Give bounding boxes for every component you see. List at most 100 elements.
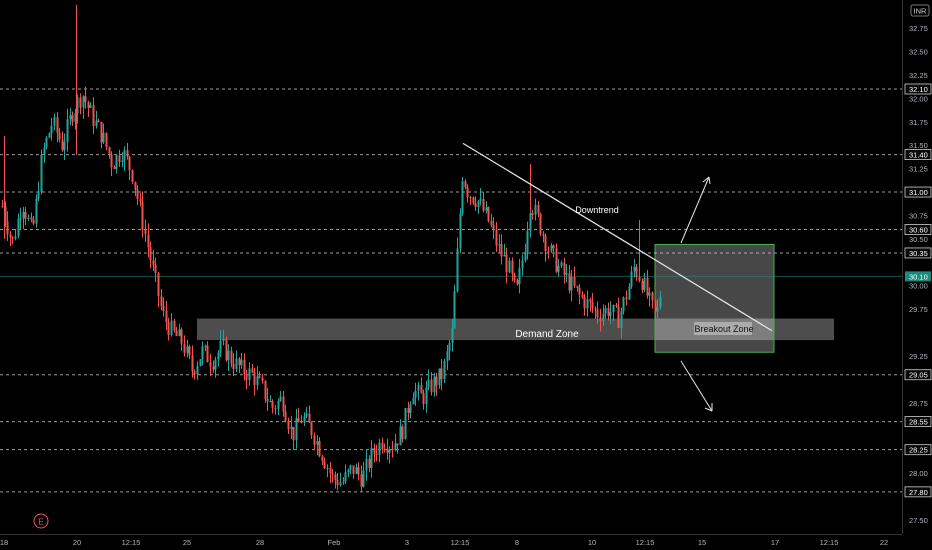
candle-up [342,481,345,483]
candle-down [113,167,116,169]
candle-up [121,160,124,163]
time-tick-label: 12:15 [820,538,839,547]
candle-up [344,472,347,482]
candle-up [235,358,238,370]
candle-down [284,411,287,422]
candle-up [303,416,306,423]
candle-up [620,310,623,328]
candle-down [167,322,170,336]
candle-down [310,422,313,436]
breakout-zone-label: Breakout Zone [694,324,753,334]
currency-label: INR [914,7,928,16]
candle-down [266,398,269,402]
level-price-label: 32.10 [909,85,928,94]
event-marker[interactable] [33,513,49,529]
level-price-tag [904,486,932,498]
candle-down [435,376,438,386]
candle-up [269,401,272,403]
candle-down [547,251,550,253]
candle-up [459,213,462,249]
downtrend-line[interactable] [462,142,773,332]
candle-up [560,262,563,266]
candle-down [58,132,61,140]
candle-down [232,363,235,370]
candle-down [243,359,246,375]
candle-up [602,313,605,322]
price-tick-label: 30.00 [909,282,928,291]
candle-down [492,225,495,230]
candle-down [511,260,514,274]
candle-down [6,221,9,235]
event-marker-label: E [38,518,43,527]
breakout-zone-label-bg [694,322,752,335]
candle-down [401,426,404,440]
candle-down [646,278,649,296]
candle-down [516,280,519,285]
candle-down [264,380,267,399]
candle-up [102,132,105,143]
candle-down [11,237,14,239]
candle-up [45,137,48,148]
candle-down [555,248,558,272]
candle-down [381,442,384,450]
level-price-tag [904,416,932,427]
time-axis[interactable]: 18 20 12:15 25 28 Feb 3 12:15 8 10 12:15 15 17 12:15 2… [0,534,902,548]
price-tick-label: 32.25 [909,71,928,80]
price-axis[interactable]: 27.50 28.00 28.25 28.75 29.25 29.75 30.00 30.50… [902,0,932,534]
candle-up [199,359,202,366]
candle-down [495,229,498,246]
candle-down [261,377,264,381]
candle-down [131,170,134,182]
currency-badge[interactable] [910,4,930,17]
level-price-tag [904,369,932,381]
level-price-label: 28.55 [909,418,928,427]
candle-down [617,306,620,328]
candle-down [110,154,113,168]
candle-up [414,390,417,398]
candle-down [180,329,183,344]
candle-up [50,125,53,134]
candle-up [295,418,298,441]
candle-down [329,467,332,473]
candle-up [417,385,420,391]
candle-down [490,221,493,226]
candle-up [186,346,189,354]
candle-down [589,299,592,303]
candle-down [420,385,423,394]
candle-up [37,191,40,199]
candle-down [193,371,196,375]
candle-down [152,260,155,265]
breakout-zone[interactable] [654,244,775,353]
candle-up [48,133,51,138]
candle-up [248,368,251,380]
price-tick-label: 30.50 [909,235,928,244]
price-tick-label: 31.25 [909,165,928,174]
level-price-tag [904,83,932,95]
candle-down [563,262,566,275]
candle-down [136,189,139,199]
price-tick-label: 31.75 [909,118,928,127]
candle-down [118,155,121,163]
candle-down [209,362,212,367]
candle-down [308,413,311,423]
downtrend-label: Downtrend [575,205,619,215]
candle-up [219,340,222,353]
candle-up [305,413,308,417]
candle-down [396,443,399,446]
time-tick-label: 8 [515,538,519,547]
candle-down [430,379,433,393]
candle-down [440,368,443,380]
level-price-label: 30.60 [909,226,928,235]
breakout-up-arrowhead [702,176,711,185]
price-tick-label: 32.00 [909,94,928,103]
candle-down [160,296,163,307]
candle-up [76,97,79,114]
candle-up [69,115,72,120]
candle-up [316,441,319,445]
demand-zone[interactable] [197,318,834,341]
candle-down [4,206,7,222]
candle-up [365,458,368,471]
candle-down [487,207,490,222]
candle-down [568,273,571,291]
